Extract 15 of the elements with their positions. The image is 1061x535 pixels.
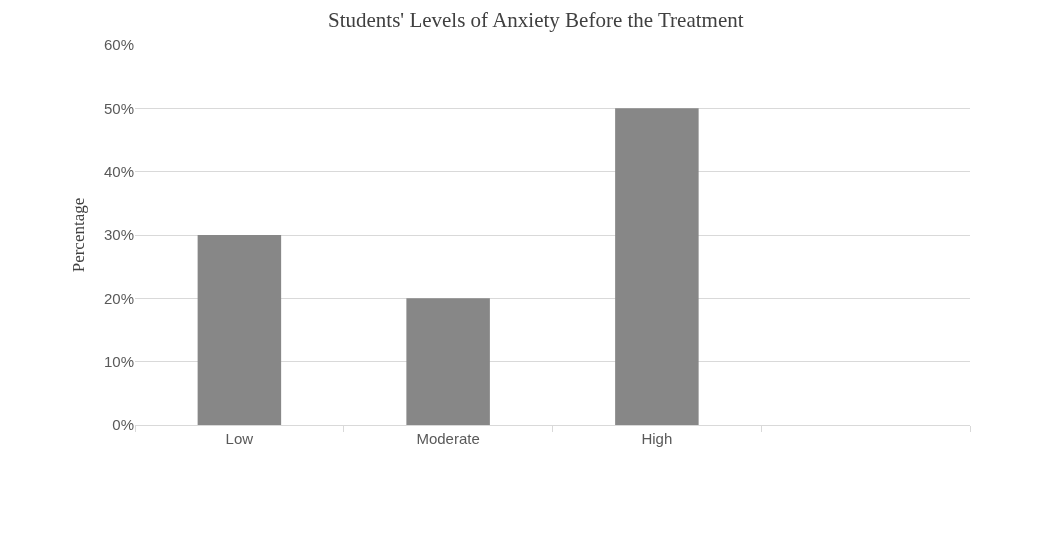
bar xyxy=(406,298,490,425)
y-tick-label: 50% xyxy=(103,99,134,117)
bar xyxy=(197,235,282,425)
chart-title: Students' Levels of Anxiety Before the Treatment xyxy=(328,8,744,33)
bar xyxy=(615,108,699,425)
x-tick-label: Moderate xyxy=(416,430,480,447)
y-tick-label: 30% xyxy=(103,226,134,244)
y-tick-label: 20% xyxy=(103,289,134,307)
y-axis-title: Percentage xyxy=(68,197,88,273)
y-tick-label: 0% xyxy=(112,416,134,434)
y-tick-label: 10% xyxy=(103,352,134,370)
x-tick-label: High xyxy=(641,430,673,447)
x-tick-label: Low xyxy=(225,430,254,447)
y-tick-label: 40% xyxy=(103,162,134,180)
y-tick-label: 60% xyxy=(103,36,134,54)
